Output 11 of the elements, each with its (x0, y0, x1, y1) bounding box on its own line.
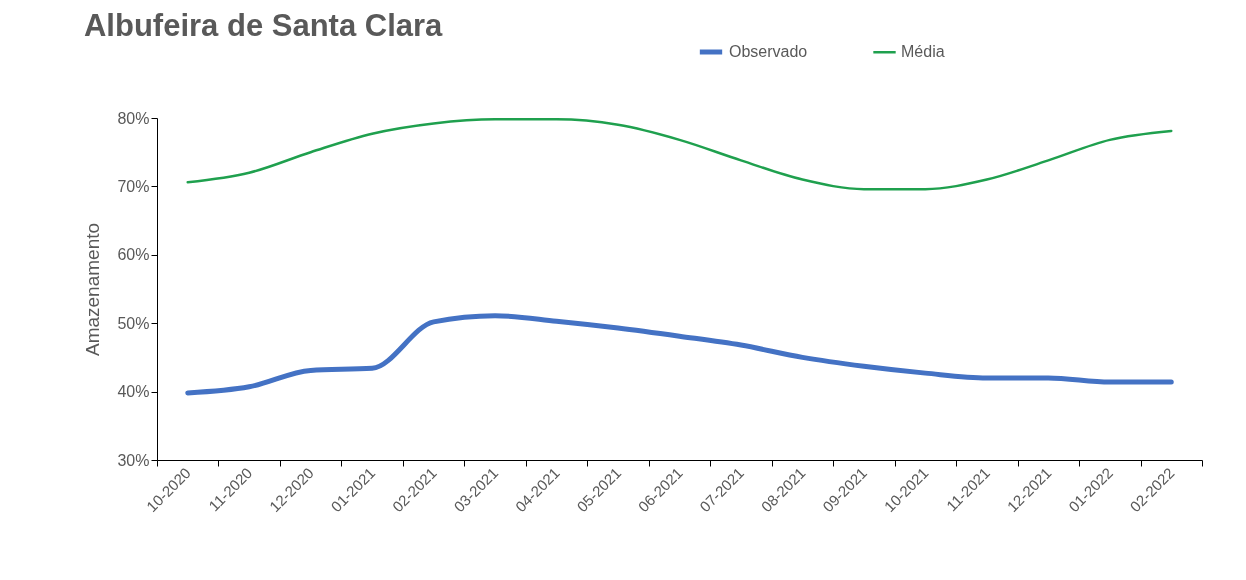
y-tick-label: 50% (117, 314, 150, 332)
line-series (186, 118, 1173, 191)
y-tick-label: 70% (117, 177, 150, 195)
y-tick-label: 30% (117, 451, 150, 469)
y-tick-label: 80% (117, 109, 150, 127)
y-tick-label: 60% (117, 246, 150, 264)
y-tick-label: 40% (117, 383, 150, 401)
chart-title: Albufeira de Santa Clara (83, 8, 444, 43)
y-axis-title: Amazenamento (82, 222, 104, 357)
legend-label: Observado (729, 43, 808, 60)
legend-label: Média (901, 43, 945, 61)
